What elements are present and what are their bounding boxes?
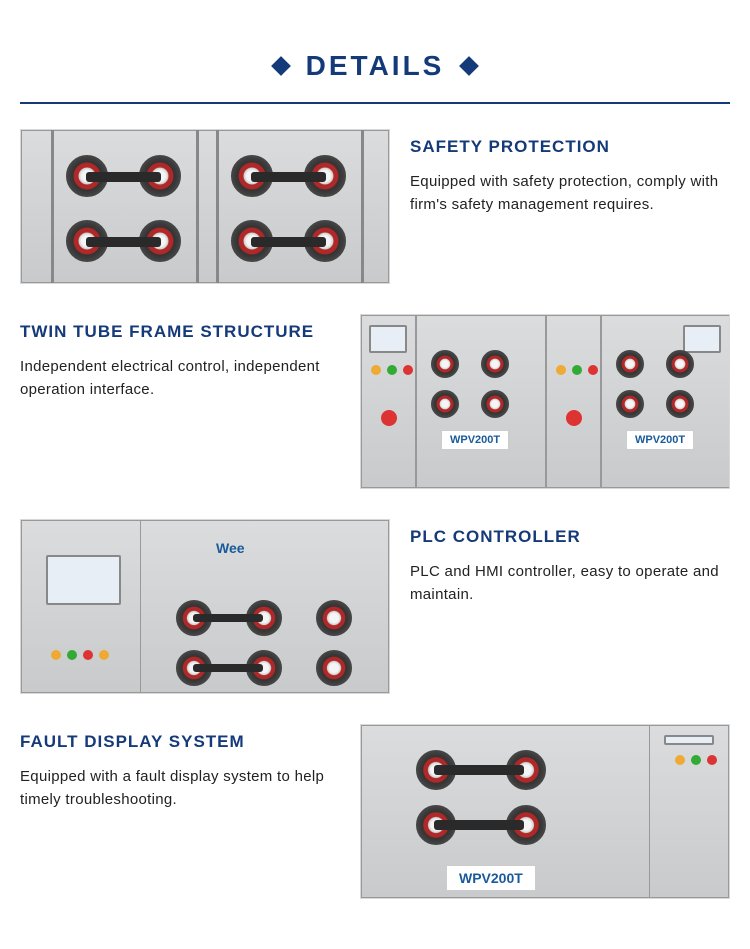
- feature-section: FAULT DISPLAY SYSTEM Equipped with a fau…: [20, 724, 730, 899]
- feature-title: FAULT DISPLAY SYSTEM: [20, 732, 340, 752]
- feature-text: PLC CONTROLLER PLC and HMI controller, e…: [410, 519, 730, 606]
- feature-title: PLC CONTROLLER: [410, 527, 730, 547]
- feature-text: TWIN TUBE FRAME STRUCTURE Independent el…: [20, 314, 340, 401]
- machine-label: WPV200T: [441, 430, 509, 450]
- feature-section: Wee PLC CONTROLLER PLC and HMI controlle…: [20, 519, 730, 694]
- diamond-icon: [271, 56, 291, 76]
- feature-title: SAFETY PROTECTION: [410, 137, 730, 157]
- feature-image: WPV200T WPV200T: [360, 314, 730, 489]
- header-underline: [20, 102, 730, 104]
- diamond-icon: [459, 56, 479, 76]
- feature-title: TWIN TUBE FRAME STRUCTURE: [20, 322, 340, 342]
- feature-image: Wee: [20, 519, 390, 694]
- feature-image: [20, 129, 390, 284]
- page-title: DETAILS: [306, 50, 445, 82]
- machine-photo-safety: [20, 129, 390, 284]
- machine-label: WPV200T: [446, 865, 536, 891]
- feature-section: SAFETY PROTECTION Equipped with safety p…: [20, 129, 730, 284]
- feature-section: TWIN TUBE FRAME STRUCTURE Independent el…: [20, 314, 730, 489]
- feature-desc: Equipped with safety protection, comply …: [410, 171, 730, 216]
- machine-photo-twin-tube: WPV200T WPV200T: [360, 314, 730, 489]
- feature-image: WPV200T: [360, 724, 730, 899]
- feature-text: FAULT DISPLAY SYSTEM Equipped with a fau…: [20, 724, 340, 811]
- page-header: DETAILS: [20, 50, 730, 104]
- machine-label: WPV200T: [626, 430, 694, 450]
- machine-photo-plc: Wee: [20, 519, 390, 694]
- feature-desc: PLC and HMI controller, easy to operate …: [410, 561, 730, 606]
- feature-text: SAFETY PROTECTION Equipped with safety p…: [410, 129, 730, 216]
- brand-logo-text: Wee: [216, 540, 245, 556]
- header-title-row: DETAILS: [20, 50, 730, 82]
- feature-desc: Independent electrical control, independ…: [20, 356, 340, 401]
- machine-photo-fault: WPV200T: [360, 724, 730, 899]
- feature-desc: Equipped with a fault display system to …: [20, 766, 340, 811]
